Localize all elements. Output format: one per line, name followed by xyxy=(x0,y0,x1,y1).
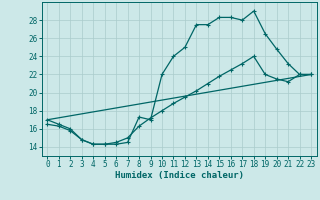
X-axis label: Humidex (Indice chaleur): Humidex (Indice chaleur) xyxy=(115,171,244,180)
